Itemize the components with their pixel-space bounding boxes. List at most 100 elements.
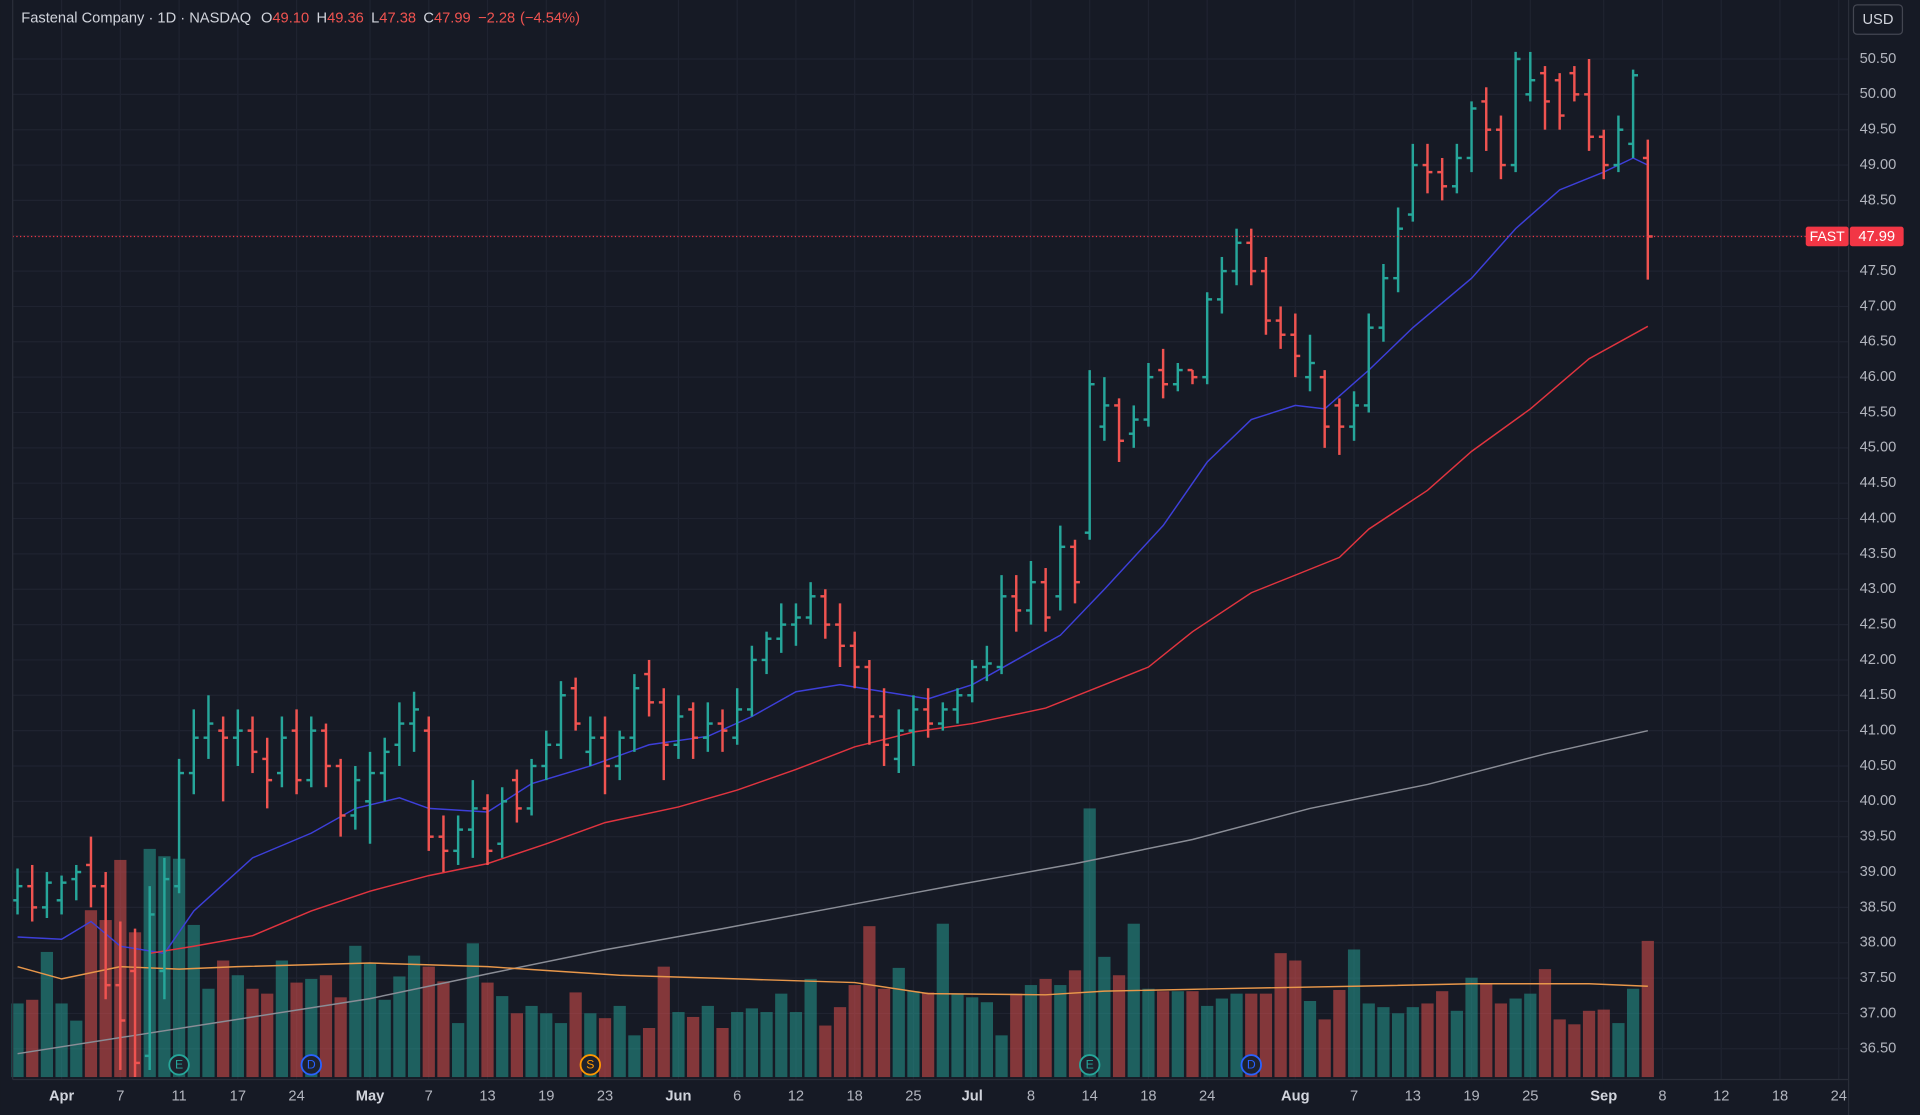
volume-bar xyxy=(275,960,289,1078)
volume-bar xyxy=(819,1025,832,1078)
legend-field-label: L xyxy=(371,10,379,26)
y-tick-label: 40.50 xyxy=(1860,758,1897,774)
volume-bar xyxy=(863,926,876,1078)
y-tick-label: 36.50 xyxy=(1860,1041,1897,1057)
volume-bar xyxy=(540,1013,553,1078)
legend-change-pct: (−4.54%) xyxy=(520,10,580,26)
volume-bar xyxy=(716,1027,729,1078)
volume-bar xyxy=(84,910,98,1078)
volume-bar xyxy=(1098,956,1111,1078)
y-tick-label: 41.00 xyxy=(1860,723,1897,739)
volume-bar xyxy=(1406,1007,1419,1078)
volume-bar xyxy=(1377,1007,1390,1078)
volume-bar xyxy=(936,923,949,1078)
volume-bar xyxy=(628,1035,641,1078)
volume-bar xyxy=(378,999,391,1078)
volume-bar xyxy=(1157,991,1170,1078)
volume-bar xyxy=(231,975,244,1078)
x-tick-label: 8 xyxy=(1658,1089,1666,1105)
legend: Fastenal Company · 1D · NASDAQ O49.10 H49.… xyxy=(21,10,580,26)
y-tick-label: 50.50 xyxy=(1860,51,1897,67)
y-tick-label: 49.00 xyxy=(1860,157,1897,173)
event-marker xyxy=(168,1054,190,1076)
volume-bar xyxy=(1538,969,1552,1078)
volume-bar xyxy=(1289,960,1302,1078)
y-tick-label: 47.50 xyxy=(1860,263,1897,279)
x-tick-label: 7 xyxy=(116,1089,124,1105)
volume-bar xyxy=(1612,1023,1625,1078)
volume-bar xyxy=(980,1002,993,1078)
volume-bar xyxy=(393,976,406,1078)
x-tick-label: 12 xyxy=(788,1089,804,1105)
x-tick-label: 23 xyxy=(597,1089,613,1105)
volume-bar xyxy=(407,955,421,1078)
symbol-tag-label: FAST xyxy=(1810,228,1846,244)
y-tick-label: 42.50 xyxy=(1860,616,1897,632)
y-tick-label: 42.00 xyxy=(1860,652,1897,668)
moving-average xyxy=(17,729,1649,1055)
volume-bar xyxy=(466,943,479,1078)
volume-bar xyxy=(657,966,670,1078)
currency-button[interactable]: USD xyxy=(1852,4,1904,35)
volume-bar xyxy=(290,982,303,1078)
volume-bar xyxy=(1215,998,1228,1078)
volume-bar xyxy=(481,982,494,1078)
volume-bar xyxy=(701,1005,714,1078)
currency-label[interactable]: USD xyxy=(1862,12,1893,28)
volume-bar xyxy=(1450,1010,1463,1078)
y-tick-label: 43.50 xyxy=(1860,546,1897,562)
volume-bar xyxy=(1230,993,1243,1078)
y-tick-label: 45.00 xyxy=(1860,440,1897,456)
legend-field-value: 47.99 xyxy=(434,10,471,26)
volume-bar xyxy=(319,975,333,1078)
x-tick-label: 17 xyxy=(230,1089,246,1105)
volume-bar xyxy=(1362,1003,1375,1078)
y-tick-label: 41.50 xyxy=(1860,687,1897,703)
moving-average xyxy=(17,962,1648,996)
y-tick-label: 46.50 xyxy=(1860,334,1897,350)
legend-title: Fastenal Company · 1D · NASDAQ xyxy=(21,10,251,26)
x-tick-label: 19 xyxy=(1463,1089,1479,1105)
volume-bar xyxy=(731,1012,744,1078)
event-marker xyxy=(1240,1054,1262,1076)
event-label: D xyxy=(1247,1058,1256,1072)
volume-bar xyxy=(437,981,450,1078)
volume-bar xyxy=(1259,993,1273,1078)
volume-bar xyxy=(1421,1003,1434,1078)
volume-bar xyxy=(1127,923,1140,1078)
volume-bar xyxy=(1054,985,1067,1078)
volume-bar xyxy=(1024,985,1038,1078)
volume-bar xyxy=(848,985,861,1078)
volume-bar xyxy=(789,1012,803,1078)
y-tick-label: 48.50 xyxy=(1860,192,1897,208)
volume-bar xyxy=(907,991,920,1078)
event-label: E xyxy=(1086,1058,1094,1072)
x-tick-label: 18 xyxy=(847,1089,863,1105)
volume-bar xyxy=(1436,991,1449,1078)
y-tick-label: 38.00 xyxy=(1860,935,1897,951)
y-tick-label: 47.00 xyxy=(1860,298,1897,314)
currency-box[interactable] xyxy=(1852,4,1904,35)
volume-bar xyxy=(598,1018,612,1078)
x-tick-label: 13 xyxy=(1405,1089,1421,1105)
legend-change: −2.28 xyxy=(478,10,515,26)
volume-pane xyxy=(11,808,1654,1078)
volume-bar xyxy=(554,1023,568,1078)
volume-bar xyxy=(1553,1019,1566,1078)
volume-bar xyxy=(246,988,259,1078)
volume-bar xyxy=(1494,1003,1508,1078)
volume-bar xyxy=(1582,1010,1596,1078)
volume-bar xyxy=(745,1008,759,1078)
volume-bar xyxy=(187,924,200,1078)
legend-field-label: C xyxy=(423,10,434,26)
axes: 36.50 37.00 37.50 38.00 38.50 39.00 39.50 40.00… xyxy=(49,51,1904,1105)
y-tick-label: 43.00 xyxy=(1860,581,1897,597)
volume-bar xyxy=(1303,1001,1317,1078)
volume-bar xyxy=(1171,991,1184,1078)
x-tick-label: 19 xyxy=(538,1089,554,1105)
y-tick-label: 37.00 xyxy=(1860,1005,1897,1021)
y-tick-label: 39.50 xyxy=(1860,829,1897,845)
grid xyxy=(12,0,1849,1080)
y-tick-label: 38.50 xyxy=(1860,899,1897,915)
